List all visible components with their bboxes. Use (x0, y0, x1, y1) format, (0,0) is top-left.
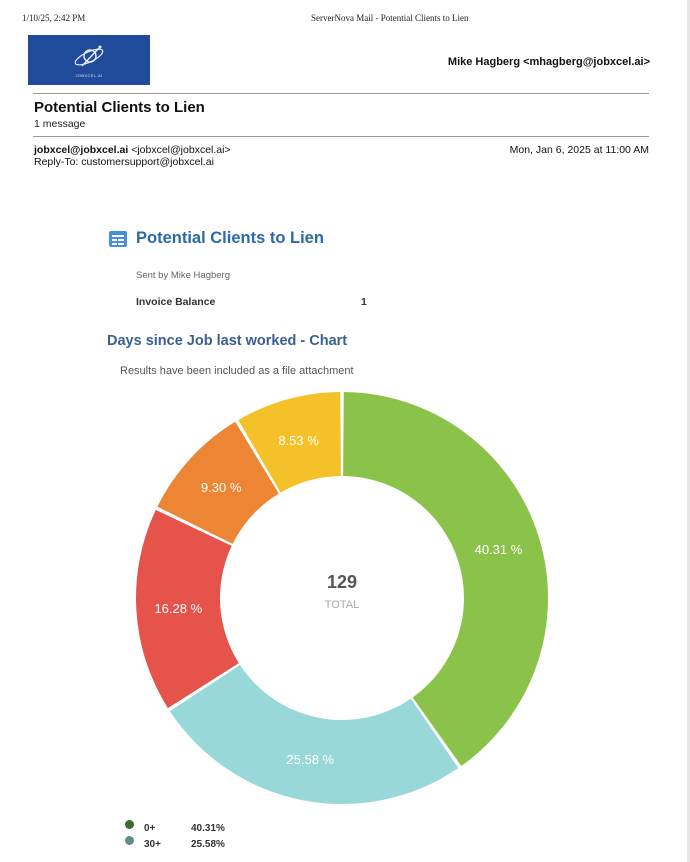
legend-label: 0+ (144, 823, 156, 834)
donut-slice-1[interactable] (343, 392, 548, 766)
company-logo: JOBXCEL.AI (28, 35, 150, 85)
message-count: 1 message (34, 118, 86, 130)
divider-header (33, 136, 649, 137)
email-subject: Potential Clients to Lien (34, 99, 205, 116)
legend-label: 30+ (144, 839, 161, 850)
table-icon (109, 231, 127, 247)
page-edge (687, 0, 690, 862)
sent-by: Sent by Mike Hagberg (136, 270, 230, 281)
chart-total-label: TOTAL (325, 599, 359, 611)
logo-text: JOBXCEL.AI (75, 73, 103, 78)
legend-dot (125, 820, 134, 829)
sender-line: jobxcel@jobxcel.ai <jobxcel@jobxcel.ai> (34, 144, 231, 156)
legend-value: 40.31% (191, 823, 225, 834)
email-date: Mon, Jan 6, 2025 at 11:00 AM (509, 144, 649, 156)
legend-dot (125, 836, 134, 845)
logo-emblem-icon (74, 45, 104, 67)
donut-slice-label-3: 16.28 % (154, 601, 202, 616)
sender-name[interactable]: jobxcel@jobxcel.ai (34, 144, 129, 156)
chart-title: Days since Job last worked - Chart (107, 333, 348, 349)
invoice-balance-label: Invoice Balance (136, 296, 216, 308)
donut-slice-label-5: 8.53 % (278, 433, 319, 448)
legend-value: 25.58% (191, 839, 225, 850)
donut-slice-4[interactable] (157, 421, 279, 544)
print-datetime: 1/10/25, 2:42 PM (22, 13, 86, 23)
donut-slice-label-4: 9.30 % (201, 480, 242, 495)
donut-slice-label-1: 40.31 % (475, 542, 523, 557)
chart-note: Results have been included as a file att… (120, 365, 354, 377)
invoice-balance-value: 1 (361, 296, 367, 308)
divider-top (33, 93, 649, 94)
print-title: ServerNova Mail - Potential Clients to L… (311, 13, 469, 23)
donut-slice-2[interactable] (169, 664, 459, 804)
account-user: Mike Hagberg <mhagberg@jobxcel.ai> (447, 56, 650, 68)
report-title: Potential Clients to Lien (136, 229, 324, 247)
sender-address: <jobxcel@jobxcel.ai> (131, 144, 231, 156)
donut-slice-5[interactable] (238, 392, 341, 493)
donut-slice-label-2: 25.58 % (286, 752, 334, 767)
reply-to: Reply-To: customersupport@jobxcel.ai (34, 156, 214, 168)
chart-total-value: 129 (327, 572, 357, 592)
donut-slice-3[interactable] (135, 509, 239, 709)
